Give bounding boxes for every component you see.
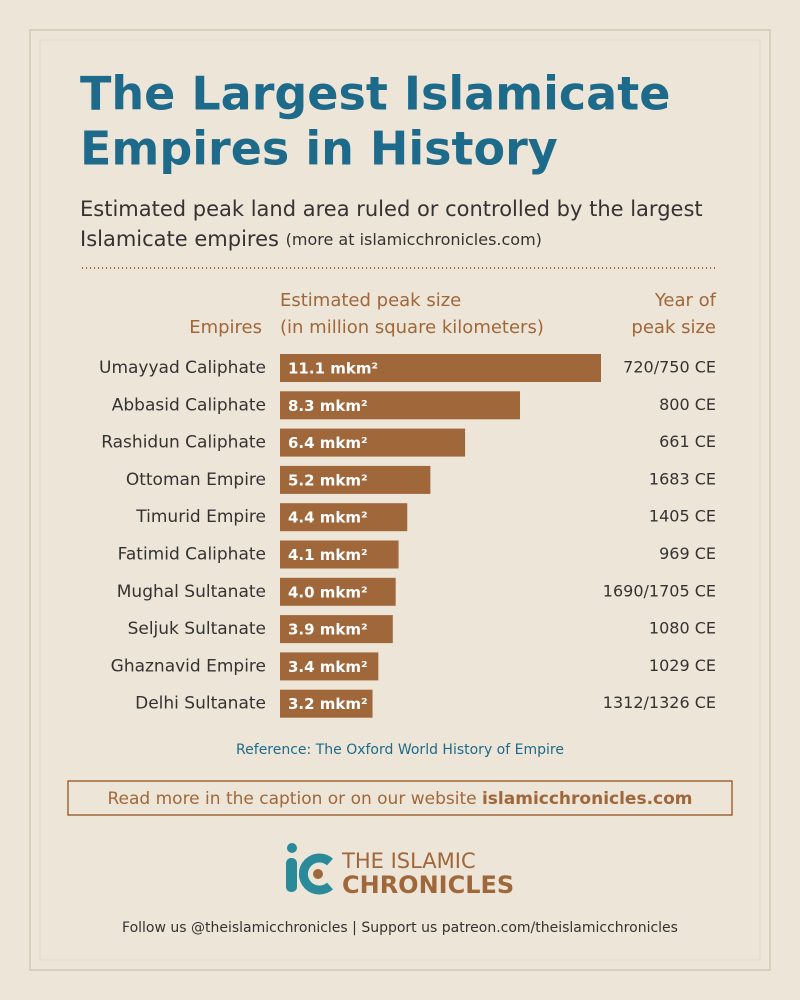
- value-label: 6.4 mkm²: [288, 434, 368, 452]
- year-label: 1683 CE: [649, 469, 716, 488]
- value-label: 5.2 mkm²: [288, 471, 368, 489]
- cta: Read more in the caption or on our websi…: [107, 789, 692, 809]
- bar: [280, 689, 373, 718]
- value-label: 4.4 mkm²: [288, 509, 368, 527]
- value-label: 3.4 mkm²: [288, 658, 368, 676]
- cta-text: Read more in the caption or on our websi…: [107, 789, 476, 809]
- bar: [280, 465, 431, 494]
- year-label: 1405 CE: [649, 507, 716, 526]
- value-label: 11.1 mkm²: [288, 360, 378, 378]
- logo-mark: [286, 843, 333, 895]
- category-label: Timurid Empire: [135, 507, 266, 527]
- bar: [280, 652, 379, 681]
- reference: Reference: The Oxford World History of E…: [236, 742, 564, 758]
- category-label: Fatimid Caliphate: [118, 545, 266, 565]
- category-label: Abbasid Caliphate: [112, 395, 266, 415]
- bar: [280, 615, 393, 644]
- bar: [280, 391, 521, 420]
- value-label: 4.1 mkm²: [288, 546, 368, 564]
- subtitle-note: (more at islamicchronicles.com): [286, 230, 542, 249]
- year-label: 661 CE: [659, 432, 716, 451]
- year-label: 969 CE: [659, 544, 716, 563]
- logo-text: CHRONICLES: [342, 871, 514, 899]
- year-label: 1080 CE: [649, 619, 716, 638]
- category-label: Ottoman Empire: [126, 470, 266, 490]
- subtitle-line: Islamicate empires (more at islamicchron…: [80, 227, 542, 251]
- year-label: 1312/1326 CE: [603, 693, 716, 712]
- category-label: Umayyad Caliphate: [99, 358, 266, 378]
- category-label: Seljuk Sultanate: [128, 619, 266, 639]
- logo-text: THE ISLAMIC: [341, 849, 476, 873]
- year-label: 720/750 CE: [623, 358, 716, 377]
- bar: [280, 503, 408, 532]
- bar: [280, 428, 466, 457]
- cta-link[interactable]: islamicchronicles.com: [482, 789, 693, 809]
- bar-chart: Umayyad Caliphate 11.1 mkm² 720/750 CE Abba…: [99, 354, 716, 718]
- bar: [280, 577, 396, 606]
- bar: [280, 354, 601, 382]
- category-label: Ghaznavid Empire: [111, 656, 266, 676]
- category-label: Mughal Sultanate: [117, 582, 266, 602]
- year-label: 1690/1705 CE: [603, 581, 716, 600]
- bar: [280, 540, 399, 569]
- category-label: Delhi Sultanate: [135, 694, 266, 714]
- footer: Follow us @theislamicchronicles | Suppor…: [122, 920, 678, 936]
- cta-box: [67, 780, 733, 816]
- frame-inner: [39, 39, 761, 961]
- year-label: 800 CE: [659, 395, 716, 414]
- frame: [29, 29, 771, 971]
- column-header: Estimated peak size: [280, 290, 461, 311]
- column-header: Empires: [189, 317, 262, 338]
- title-line: The Largest Islamicate: [80, 67, 670, 121]
- value-label: 3.9 mkm²: [288, 621, 368, 639]
- year-label: 1029 CE: [649, 656, 716, 675]
- value-label: 4.0 mkm²: [288, 583, 368, 601]
- title-line: Empires in History: [80, 122, 558, 176]
- subtitle-text: Islamicate empires: [80, 227, 279, 251]
- value-label: 8.3 mkm²: [288, 397, 368, 415]
- value-label: 3.2 mkm²: [288, 695, 368, 713]
- subtitle-line: Estimated peak land area ruled or contro…: [80, 197, 703, 221]
- category-label: Rashidun Caliphate: [101, 433, 266, 453]
- column-header: Year of: [654, 290, 717, 311]
- column-header: peak size: [631, 317, 716, 338]
- column-header: (in million square kilometers): [280, 317, 544, 338]
